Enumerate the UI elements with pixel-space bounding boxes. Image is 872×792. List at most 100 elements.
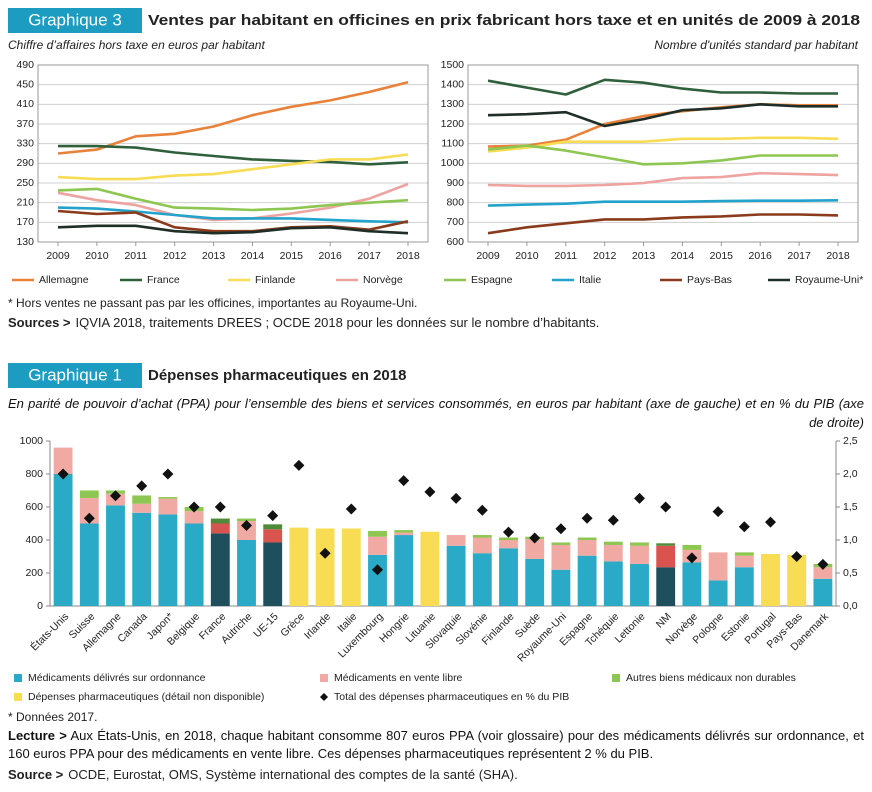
bar-segment [525,558,545,606]
y-tick-label: 700 [446,216,464,228]
bar-segment [734,555,754,568]
x-tick-label: NM [654,611,674,631]
diamond-marker [791,551,803,562]
y-tick-label: 1200 [441,118,465,130]
source-label: Sources > [8,315,71,330]
bar-segment [734,552,754,556]
x-tick-label: 2017 [357,250,381,262]
y2-tick-label: 1,5 [843,501,858,513]
bar-segment [813,567,833,579]
diamond-marker [398,475,410,487]
y-tick-label: 800 [25,468,43,480]
y-tick-label: 250 [16,177,34,189]
x-tick-label: 2012 [593,250,617,262]
diamond-marker [110,490,121,502]
bar-segment [708,580,728,606]
y-tick-label: 1000 [441,157,465,169]
source-text: OCDE, Eurostat, OMS, Système internation… [68,767,517,782]
y-tick-label: 1100 [441,137,464,149]
diamond-marker [503,526,514,538]
bar-segment [394,530,414,533]
bar-segment [210,518,230,524]
diamond-marker [607,514,619,526]
bar-segment [577,555,597,606]
bar-segment [53,447,73,474]
badge-label: Graphique 3 [28,10,122,29]
legend-label: Espagne [471,274,513,286]
diamond-marker [345,503,357,515]
bar-segment [787,554,807,606]
legend-marker [612,674,620,682]
axis-label: Nombre d'unités standard par habitant [654,38,858,52]
bar-segment [499,537,518,540]
legend-label: Autres biens médicaux non durables [626,672,796,684]
badge-label: Graphique 1 [28,365,122,384]
bar-segment [472,535,492,538]
y-tick-label: 330 [16,137,34,149]
diamond-marker [476,504,488,516]
bar-segment [368,530,387,537]
diamond-marker [660,501,672,513]
bar-segment [79,523,99,606]
x-tick-label: 2011 [554,250,577,262]
x-tick-label: UE-15 [251,610,281,640]
bar-segment [210,533,230,606]
bar-segment [525,539,545,559]
bar-segment [394,532,414,536]
bar-segment [315,528,335,606]
line-series [57,206,409,224]
reading-text: Aux États-Unis, en 2018, chaque habitant… [8,728,864,761]
y-tick-label: 800 [446,196,464,208]
x-tick-label: 2018 [396,250,420,262]
x-tick-label: 2009 [476,250,500,262]
legend-label: Total des dépenses pharmaceutiques en % … [334,691,569,703]
diamond-marker [712,506,724,518]
bar-segment [656,545,676,568]
y2-tick-label: 1,0 [843,534,858,546]
bar-segment [734,567,754,606]
x-tick-label: États-Unis [28,610,71,653]
bar-segment [813,578,833,606]
x-tick-label: 2009 [46,250,70,262]
bar-segment [630,545,649,564]
diamond-marker [372,564,383,576]
y-tick-label: 0 [37,600,43,612]
bar-segment [132,512,152,606]
y-tick-label: 600 [25,501,43,513]
diamond-marker [319,547,331,559]
x-tick-label: 2011 [124,250,147,262]
footnote: * Hors ventes ne passant pas par les off… [8,296,417,310]
bar-segment [499,548,518,606]
diamond-marker [136,480,148,492]
y-tick-label: 1000 [20,435,44,447]
source-label: Source > [8,767,64,782]
bar-segment [472,553,492,606]
bar-segment [577,537,597,540]
bar-segment [708,552,728,581]
y-tick-label: 410 [16,98,34,110]
x-tick-label: 2017 [787,250,811,262]
bar-segment [341,528,361,606]
x-tick-label: 2016 [749,250,773,262]
bar-segment [420,531,440,606]
footnote: * Données 2017. [8,710,97,724]
y-tick-label: 170 [16,216,34,228]
legend-label: Médicaments en vente libre [334,672,463,684]
y2-tick-label: 0,0 [843,600,858,612]
bar-segment [368,554,387,606]
line-series [57,80,409,155]
x-tick-label: 2010 [515,250,539,262]
y-tick-label: 900 [446,177,464,189]
x-tick-label: 2015 [280,250,304,262]
legend-label: Italie [579,274,601,286]
y2-tick-label: 2,0 [843,468,858,480]
bar-segment [499,540,518,549]
legend-marker [14,674,22,682]
bar-segment [79,497,99,524]
bar-segment [761,554,780,606]
bar-segment [577,540,597,556]
line-series [487,136,839,153]
line-series [487,199,839,207]
